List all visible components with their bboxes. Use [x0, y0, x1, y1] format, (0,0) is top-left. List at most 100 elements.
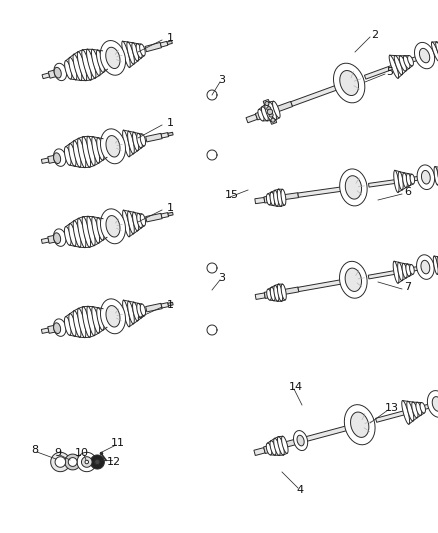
Polygon shape	[106, 215, 120, 237]
Polygon shape	[87, 216, 95, 246]
Polygon shape	[92, 50, 100, 76]
Polygon shape	[69, 224, 76, 246]
Polygon shape	[132, 43, 138, 61]
Polygon shape	[140, 214, 145, 226]
Polygon shape	[137, 303, 142, 318]
Text: 10: 10	[75, 448, 89, 458]
Polygon shape	[140, 134, 145, 146]
Polygon shape	[102, 139, 108, 157]
Polygon shape	[127, 211, 134, 234]
Polygon shape	[41, 328, 49, 334]
Polygon shape	[432, 174, 438, 178]
Polygon shape	[133, 212, 139, 231]
Polygon shape	[436, 42, 438, 59]
Polygon shape	[100, 299, 126, 334]
Polygon shape	[413, 174, 432, 181]
Polygon shape	[106, 305, 120, 327]
Polygon shape	[266, 194, 271, 205]
Polygon shape	[82, 136, 91, 167]
Polygon shape	[261, 107, 268, 121]
Polygon shape	[160, 42, 168, 47]
Polygon shape	[64, 147, 71, 165]
Polygon shape	[133, 302, 139, 321]
Polygon shape	[410, 264, 414, 274]
Polygon shape	[100, 129, 126, 164]
Polygon shape	[82, 306, 91, 337]
Text: 14: 14	[289, 382, 303, 392]
Polygon shape	[97, 308, 104, 330]
Polygon shape	[421, 171, 430, 184]
Polygon shape	[411, 51, 432, 62]
Polygon shape	[274, 438, 280, 455]
Polygon shape	[69, 313, 76, 336]
Polygon shape	[48, 155, 56, 163]
Polygon shape	[420, 402, 425, 413]
Polygon shape	[81, 457, 92, 467]
Polygon shape	[393, 261, 399, 283]
Polygon shape	[73, 54, 82, 80]
Polygon shape	[376, 410, 406, 422]
Polygon shape	[48, 325, 56, 333]
Polygon shape	[100, 209, 126, 244]
Polygon shape	[53, 319, 66, 336]
Text: 5: 5	[386, 67, 393, 77]
Polygon shape	[106, 135, 120, 157]
Polygon shape	[53, 149, 66, 166]
Polygon shape	[433, 256, 438, 274]
Polygon shape	[68, 458, 77, 466]
Polygon shape	[146, 213, 162, 222]
Polygon shape	[82, 216, 91, 247]
Polygon shape	[54, 63, 67, 80]
Polygon shape	[345, 268, 361, 292]
Polygon shape	[421, 260, 430, 274]
Polygon shape	[168, 212, 173, 216]
Polygon shape	[431, 42, 438, 61]
Polygon shape	[345, 176, 361, 199]
Polygon shape	[87, 49, 96, 78]
Polygon shape	[398, 262, 403, 281]
Polygon shape	[300, 424, 354, 443]
Polygon shape	[263, 100, 277, 124]
Polygon shape	[417, 255, 434, 279]
Polygon shape	[55, 457, 66, 467]
Polygon shape	[123, 300, 130, 327]
Polygon shape	[85, 460, 88, 464]
Polygon shape	[406, 174, 411, 186]
Polygon shape	[54, 67, 61, 78]
Polygon shape	[339, 169, 367, 206]
Polygon shape	[270, 441, 276, 455]
Polygon shape	[403, 173, 407, 188]
Text: 11: 11	[111, 438, 125, 448]
Polygon shape	[161, 213, 169, 218]
Polygon shape	[127, 42, 134, 64]
Polygon shape	[298, 279, 348, 292]
Polygon shape	[398, 172, 403, 190]
Polygon shape	[344, 405, 375, 445]
Text: 8: 8	[32, 445, 39, 455]
Polygon shape	[87, 136, 95, 166]
Polygon shape	[412, 402, 418, 418]
Polygon shape	[161, 303, 169, 308]
Polygon shape	[146, 303, 162, 312]
Polygon shape	[368, 270, 396, 279]
Polygon shape	[432, 397, 438, 411]
Text: 4: 4	[297, 485, 304, 495]
Polygon shape	[333, 63, 365, 103]
Polygon shape	[274, 190, 279, 206]
Polygon shape	[42, 73, 49, 79]
Polygon shape	[69, 143, 76, 166]
Polygon shape	[368, 180, 397, 187]
Polygon shape	[265, 101, 269, 106]
Text: 12: 12	[107, 457, 121, 467]
Polygon shape	[260, 110, 270, 117]
Polygon shape	[402, 263, 407, 278]
Text: 3: 3	[219, 75, 226, 85]
Polygon shape	[78, 52, 87, 80]
Text: 9: 9	[54, 448, 62, 458]
Polygon shape	[41, 158, 49, 164]
Polygon shape	[102, 309, 108, 327]
Polygon shape	[399, 56, 406, 71]
Polygon shape	[420, 49, 430, 63]
Polygon shape	[161, 133, 169, 138]
Polygon shape	[413, 264, 432, 271]
